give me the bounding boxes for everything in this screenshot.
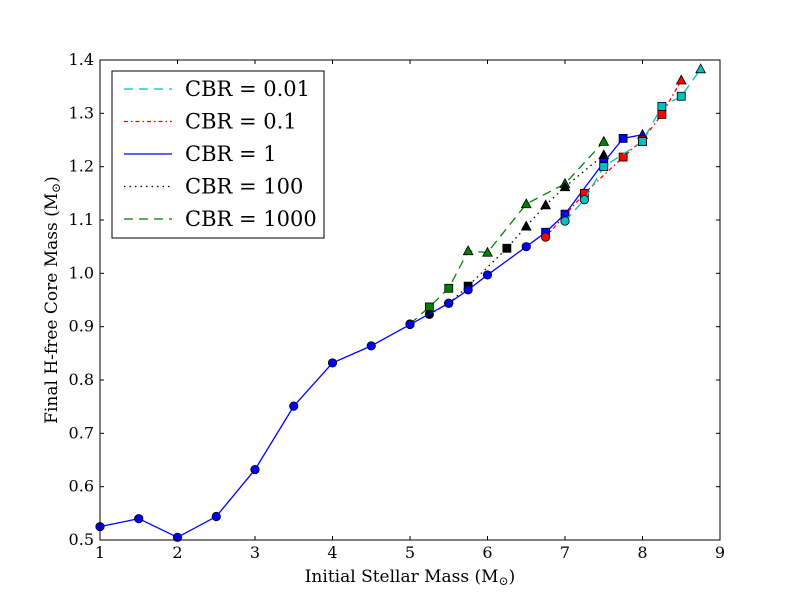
y-tick-label: 0.7 (69, 423, 94, 442)
x-tick-label: 6 (482, 543, 492, 562)
data-point-cbr-1000 (424, 302, 434, 312)
data-point-cbr-1000 (462, 245, 474, 256)
data-point-cbr-0-1 (618, 152, 628, 162)
x-axis-label-text: Initial Stellar Mass (M (305, 567, 499, 587)
data-point-cbr-1000 (444, 283, 454, 293)
data-point-cbr-1 (366, 341, 376, 351)
y-tick-label: 1.2 (69, 157, 94, 176)
series-line-cbr-1 (99, 134, 643, 539)
data-point-cbr-1000 (598, 135, 610, 146)
series-cbr-0-01 (560, 63, 707, 226)
series-cbr-1 (95, 128, 648, 542)
y-axis-label-text: Final H-free Core Mass (M (42, 193, 62, 424)
x-tick-label: 2 (172, 543, 182, 562)
data-point-cbr-1 (250, 464, 260, 475)
x-axis-label-close: ) (509, 567, 516, 587)
data-point-cbr-1 (405, 319, 415, 330)
legend-label-cbr-0-1: CBR = 0.1 (185, 110, 297, 134)
data-point-cbr-0-01 (638, 137, 647, 147)
y-tick-label: 1.0 (69, 263, 94, 282)
data-point-cbr-0-1 (657, 110, 667, 119)
data-point-cbr-0-1 (675, 74, 687, 85)
legend: CBR = 0.01 CBR = 0.1 CBR = 1 CBR = 100 CBR =… (111, 70, 325, 239)
y-tick-label: 1.3 (69, 103, 94, 122)
x-axis-label: Initial Stellar Mass (M⊙) (305, 567, 516, 588)
sun-symbol: ⊙ (499, 574, 509, 588)
data-point-cbr-100 (559, 181, 571, 192)
data-point-cbr-1 (289, 401, 299, 411)
data-point-cbr-1 (211, 511, 221, 522)
y-tick-label: 0.8 (69, 370, 94, 389)
series-layer (95, 63, 707, 542)
data-point-cbr-1 (618, 133, 628, 143)
legend-entries: CBR = 0.01 CBR = 0.1 CBR = 1 CBR = 100 CBR =… (124, 77, 317, 231)
x-tick-label: 7 (560, 543, 570, 562)
x-tick-label: 8 (637, 543, 647, 562)
plot-frame (99, 59, 721, 541)
data-point-cbr-1000 (520, 198, 532, 209)
data-point-cbr-0-01 (657, 102, 667, 111)
legend-label-cbr-1000: CBR = 1000 (185, 207, 317, 231)
data-point-cbr-1 (521, 242, 531, 252)
ticks-layer: 1 2 3 4 5 6 7 8 9 0.5 0.6 0.7 0.8 0.9 1.0 1.1 1.2 1.3 1.4 (69, 50, 726, 562)
y-tick-label: 0.5 (69, 530, 94, 549)
y-axis-label-close: ) (42, 176, 62, 183)
x-tick-label: 1 (95, 543, 105, 562)
sun-symbol: ⊙ (49, 183, 63, 193)
legend-label-cbr-1: CBR = 1 (185, 142, 277, 166)
x-tick-label: 4 (327, 543, 337, 562)
data-point-cbr-0-01 (560, 216, 570, 226)
data-point-cbr-100 (502, 243, 512, 253)
y-tick-label: 1.4 (69, 50, 94, 69)
data-point-cbr-1 (444, 298, 454, 308)
data-point-cbr-0-01 (676, 91, 686, 101)
data-point-cbr-1 (327, 358, 338, 368)
y-axis-label: Final H-free Core Mass (M⊙) (42, 176, 63, 424)
y-tick-label: 0.6 (69, 477, 94, 496)
legend-label-cbr-0-01: CBR = 0.01 (185, 77, 310, 101)
data-point-cbr-1 (463, 285, 473, 295)
x-tick-label: 9 (715, 543, 725, 562)
legend-label-cbr-100: CBR = 100 (185, 175, 303, 199)
data-point-cbr-1 (134, 514, 144, 524)
data-point-cbr-1000 (482, 246, 493, 257)
data-point-cbr-100 (520, 220, 532, 231)
y-tick-label: 1.1 (69, 210, 94, 229)
data-point-cbr-100 (540, 199, 552, 210)
data-point-cbr-1 (482, 270, 493, 280)
data-point-cbr-0-01 (695, 63, 707, 74)
data-point-cbr-0-01 (599, 162, 609, 172)
data-point-cbr-0-01 (579, 195, 589, 205)
y-tick-label: 0.9 (69, 317, 94, 336)
x-tick-label: 5 (405, 543, 415, 562)
x-tick-label: 3 (250, 543, 260, 562)
data-point-cbr-0-1 (541, 232, 551, 242)
